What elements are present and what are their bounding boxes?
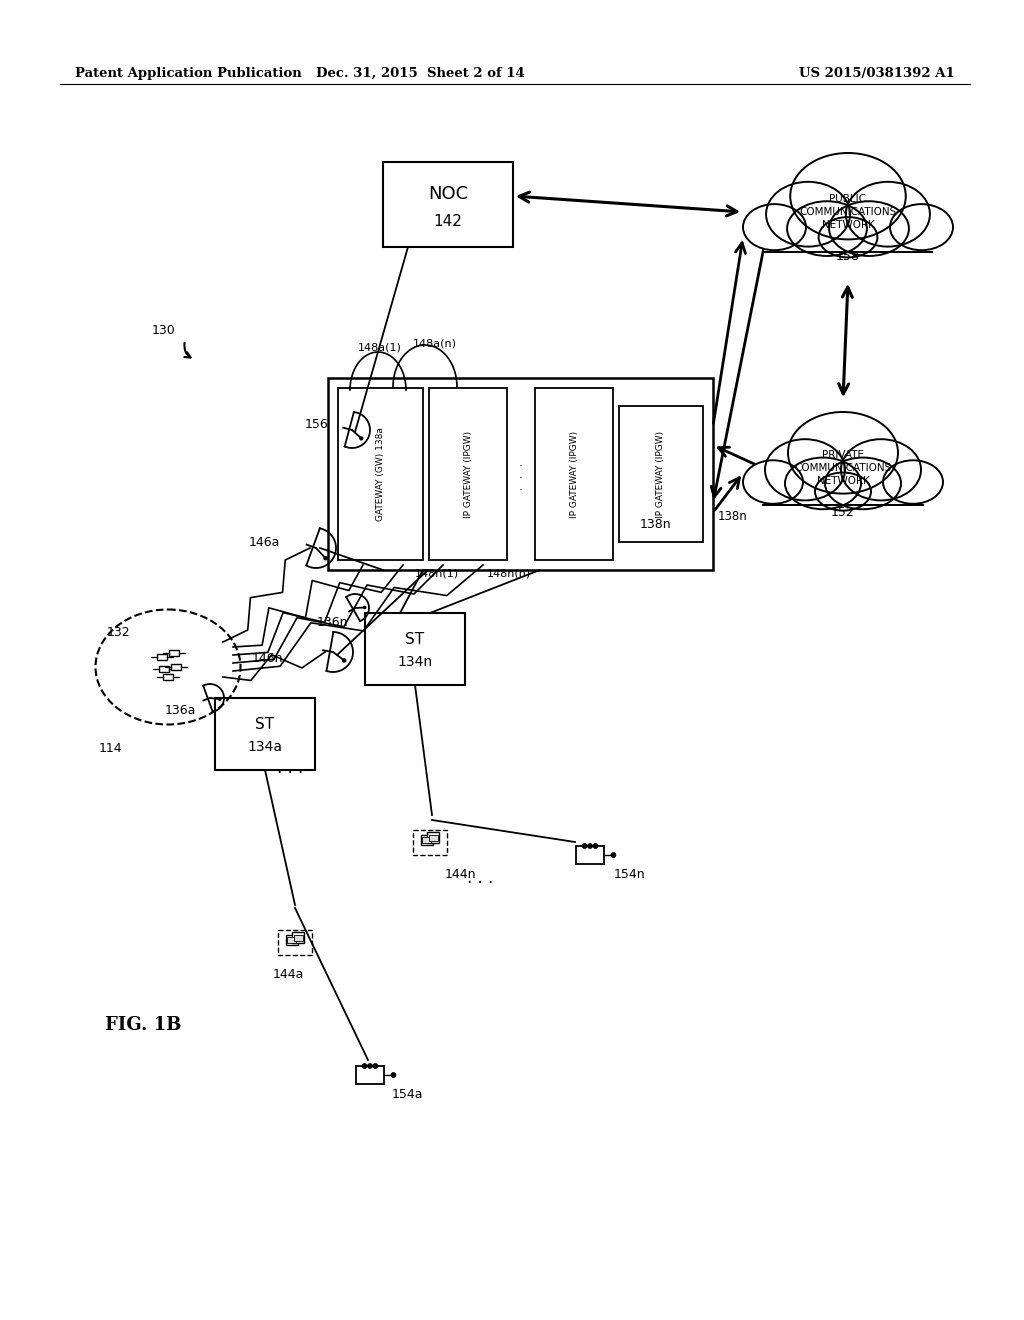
Circle shape [391, 1073, 395, 1077]
Ellipse shape [743, 205, 806, 251]
Text: 134n: 134n [397, 655, 432, 669]
Text: 148a(n): 148a(n) [413, 339, 457, 348]
Ellipse shape [890, 205, 953, 251]
Bar [286, 935, 298, 945]
Bar [764, 243, 932, 253]
Bar [618, 407, 703, 543]
Circle shape [583, 843, 587, 849]
Ellipse shape [765, 440, 845, 500]
Text: IP GATEWAY (IPGW): IP GATEWAY (IPGW) [569, 430, 579, 517]
Text: 156: 156 [304, 418, 328, 432]
Circle shape [364, 606, 366, 609]
Text: 138n: 138n [718, 510, 748, 523]
Text: 114: 114 [98, 742, 122, 755]
Text: 154n: 154n [614, 869, 645, 882]
Bar [163, 675, 173, 680]
Bar [421, 836, 432, 845]
Bar [215, 698, 315, 770]
Text: Patent Application Publication: Patent Application Publication [75, 66, 302, 79]
Ellipse shape [883, 461, 943, 504]
Bar [169, 651, 179, 656]
Bar [535, 388, 613, 560]
Text: FIG. 1B: FIG. 1B [105, 1016, 181, 1034]
Ellipse shape [815, 473, 871, 511]
Circle shape [593, 843, 598, 849]
Bar [294, 935, 302, 941]
Bar [171, 664, 181, 671]
Text: 136a: 136a [165, 704, 196, 717]
Text: ST: ST [255, 717, 274, 733]
Bar [159, 667, 169, 672]
Text: 132: 132 [106, 626, 130, 639]
Ellipse shape [829, 201, 909, 256]
Ellipse shape [785, 458, 861, 510]
Circle shape [359, 437, 362, 440]
Bar [328, 378, 713, 570]
Text: 144a: 144a [273, 969, 304, 982]
Text: 130: 130 [152, 323, 176, 337]
Text: .
.
.: . . . [519, 455, 523, 492]
Ellipse shape [818, 216, 878, 257]
Bar [427, 833, 439, 842]
Bar [365, 612, 465, 685]
Ellipse shape [743, 461, 803, 504]
Bar [157, 655, 167, 660]
Text: ST: ST [406, 632, 425, 647]
Text: 148n(n): 148n(n) [487, 568, 531, 578]
Circle shape [588, 843, 592, 849]
Ellipse shape [787, 201, 867, 256]
Bar [429, 388, 507, 560]
Text: IP GATEWAY (IPGW): IP GATEWAY (IPGW) [464, 430, 472, 517]
Text: 138n: 138n [640, 519, 672, 532]
Text: PRIVATE
COMMUNICATIONS
NETWORK: PRIVATE COMMUNICATIONS NETWORK [795, 450, 892, 486]
Circle shape [362, 1064, 367, 1068]
Bar [355, 1067, 384, 1084]
Text: 152: 152 [831, 507, 855, 520]
Bar [288, 937, 296, 942]
Ellipse shape [788, 412, 898, 494]
Text: NOC: NOC [428, 185, 468, 203]
Ellipse shape [846, 182, 930, 247]
Ellipse shape [763, 480, 923, 513]
Text: IP GATEWAY (IPGW): IP GATEWAY (IPGW) [656, 430, 666, 517]
Bar [383, 162, 513, 247]
Bar [293, 932, 304, 942]
Text: GATEWAY (GW) 138a: GATEWAY (GW) 138a [376, 428, 385, 521]
Text: . . .: . . . [276, 759, 303, 777]
Ellipse shape [841, 440, 921, 500]
Ellipse shape [766, 182, 850, 247]
Bar [423, 837, 431, 843]
Ellipse shape [791, 153, 906, 239]
Text: PUBLIC
COMMUNICATIONS
NETWORK: PUBLIC COMMUNICATIONS NETWORK [800, 194, 897, 230]
Circle shape [368, 1064, 372, 1068]
Circle shape [373, 1064, 378, 1068]
Bar [413, 830, 447, 855]
Text: 158: 158 [836, 251, 860, 264]
Text: 142: 142 [433, 214, 463, 228]
Text: 134a: 134a [248, 741, 283, 754]
Bar [338, 388, 423, 560]
Text: Dec. 31, 2015  Sheet 2 of 14: Dec. 31, 2015 Sheet 2 of 14 [315, 66, 524, 79]
Bar [278, 929, 312, 956]
Text: US 2015/0381392 A1: US 2015/0381392 A1 [800, 66, 955, 79]
Text: . . .: . . . [467, 869, 494, 887]
Circle shape [324, 557, 327, 560]
Text: 136n: 136n [316, 615, 348, 628]
Text: 148a(1): 148a(1) [358, 343, 401, 352]
Circle shape [343, 659, 346, 663]
Bar [429, 836, 437, 841]
Circle shape [218, 698, 221, 701]
Text: 148n(1): 148n(1) [415, 568, 459, 578]
Text: 154a: 154a [392, 1089, 424, 1101]
Text: 144n: 144n [445, 869, 476, 882]
Text: 146a: 146a [249, 536, 280, 549]
Ellipse shape [825, 458, 901, 510]
Bar [575, 846, 604, 865]
Ellipse shape [764, 224, 932, 261]
Bar [763, 498, 923, 507]
Text: 146n: 146n [252, 652, 283, 664]
Circle shape [611, 853, 615, 857]
